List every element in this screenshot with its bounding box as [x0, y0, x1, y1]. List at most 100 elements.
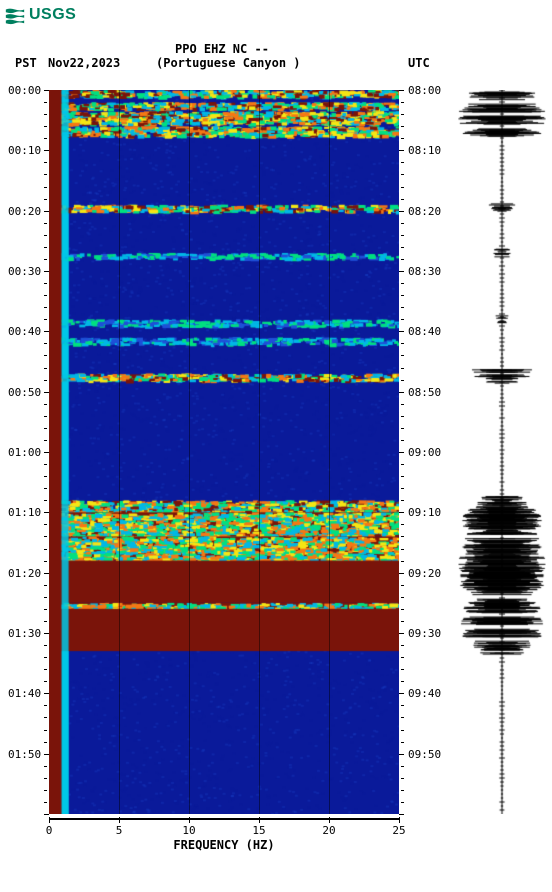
y-tick — [44, 717, 47, 718]
usgs-logo: USGS — [4, 4, 76, 26]
gridline-vertical — [259, 90, 260, 814]
y-tick — [401, 343, 404, 344]
pst-label: PST — [15, 56, 37, 70]
spectrogram-canvas — [49, 90, 399, 814]
y-tick — [399, 573, 404, 574]
y-tick — [401, 705, 404, 706]
y-tick — [44, 355, 47, 356]
y-tick — [44, 585, 47, 586]
y-tick — [44, 138, 47, 139]
time-label-utc: 08:00 — [408, 84, 441, 97]
y-tick — [44, 331, 49, 332]
x-axis-line — [49, 818, 399, 820]
y-tick — [44, 283, 47, 284]
y-tick — [399, 392, 404, 393]
y-tick — [401, 476, 404, 477]
y-tick — [401, 730, 404, 731]
y-tick — [44, 730, 47, 731]
time-label-utc: 08:30 — [408, 265, 441, 278]
y-tick — [401, 778, 404, 779]
time-label-utc: 09:40 — [408, 687, 441, 700]
usgs-icon — [4, 4, 26, 26]
y-tick — [401, 102, 404, 103]
y-tick — [44, 259, 47, 260]
time-label-pst: 01:00 — [8, 446, 41, 459]
y-tick — [44, 621, 47, 622]
y-tick — [44, 428, 47, 429]
time-label-utc: 08:20 — [408, 205, 441, 218]
y-tick — [401, 162, 404, 163]
y-tick — [44, 681, 47, 682]
y-tick — [401, 488, 404, 489]
y-tick — [44, 307, 47, 308]
y-tick — [401, 247, 404, 248]
y-tick — [401, 790, 404, 791]
y-tick — [401, 609, 404, 610]
y-tick — [399, 814, 404, 815]
y-tick — [44, 693, 49, 694]
time-label-pst: 00:00 — [8, 84, 41, 97]
gridline-vertical — [329, 90, 330, 814]
time-label-utc: 08:50 — [408, 386, 441, 399]
y-tick — [401, 428, 404, 429]
y-tick — [399, 512, 404, 513]
y-tick — [401, 235, 404, 236]
y-tick — [44, 235, 47, 236]
y-tick — [401, 681, 404, 682]
y-tick — [44, 549, 47, 550]
spectrogram-plot — [49, 90, 399, 814]
x-tick — [399, 817, 400, 823]
y-tick — [401, 174, 404, 175]
y-tick — [44, 392, 49, 393]
y-tick — [44, 561, 47, 562]
y-tick — [399, 150, 404, 151]
time-label-pst: 00:40 — [8, 325, 41, 338]
y-tick — [44, 814, 49, 815]
y-tick — [401, 307, 404, 308]
x-tick — [49, 817, 50, 823]
time-label-pst: 00:30 — [8, 265, 41, 278]
y-tick — [401, 585, 404, 586]
y-tick — [401, 657, 404, 658]
x-tick — [189, 817, 190, 823]
y-tick — [44, 597, 47, 598]
y-tick — [401, 114, 404, 115]
y-tick — [401, 561, 404, 562]
gridline-vertical — [189, 90, 190, 814]
y-tick — [401, 645, 404, 646]
y-tick — [399, 633, 404, 634]
y-tick — [44, 669, 47, 670]
gridline-vertical — [119, 90, 120, 814]
y-tick — [399, 271, 404, 272]
time-label-utc: 09:10 — [408, 506, 441, 519]
time-label-pst: 00:20 — [8, 205, 41, 218]
utc-label: UTC — [408, 56, 430, 70]
time-label-utc: 08:10 — [408, 144, 441, 157]
y-tick — [44, 404, 47, 405]
y-tick — [401, 380, 404, 381]
time-label-utc: 09:20 — [408, 567, 441, 580]
x-tick — [259, 817, 260, 823]
waveform-canvas — [458, 90, 546, 814]
x-axis-title: FREQUENCY (HZ) — [49, 838, 399, 852]
y-tick — [399, 211, 404, 212]
y-tick — [401, 404, 404, 405]
y-tick — [44, 174, 47, 175]
y-tick — [44, 150, 49, 151]
y-tick — [401, 138, 404, 139]
y-tick — [44, 440, 47, 441]
y-tick — [44, 754, 49, 755]
y-tick — [44, 380, 47, 381]
station-label: PPO EHZ NC -- — [175, 42, 269, 56]
y-tick — [401, 524, 404, 525]
y-tick — [401, 259, 404, 260]
y-tick — [44, 211, 49, 212]
y-tick — [401, 717, 404, 718]
y-tick — [44, 536, 47, 537]
waveform-plot — [458, 90, 546, 814]
location-label: (Portuguese Canyon ) — [156, 56, 301, 70]
y-tick — [44, 295, 47, 296]
y-tick — [44, 790, 47, 791]
x-tick — [329, 817, 330, 823]
y-tick — [44, 162, 47, 163]
